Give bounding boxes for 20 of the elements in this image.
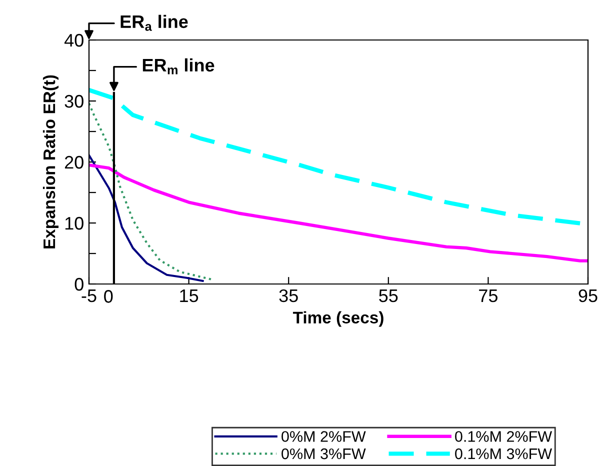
y-tick-label: 20: [64, 156, 84, 169]
y-tick-label: 0: [74, 278, 84, 291]
ref-line-label: 0: [104, 290, 113, 303]
legend-label: 0%M 3%FW: [282, 448, 366, 460]
text: ER$_{a}$ line: [120, 14, 188, 31]
x-tick-label: 15: [180, 290, 198, 302]
legend-label: 0.1%M 3%FW: [455, 448, 552, 460]
x-tick-label: -5: [82, 290, 96, 302]
x-tick-label: 55: [379, 290, 398, 302]
x-tick-label: 75: [479, 290, 498, 302]
y-tick-label: 10: [65, 216, 84, 230]
x-axis-title: Time (secs): [292, 311, 384, 327]
x-tick-label: 95: [578, 289, 598, 302]
legend-label: 0.1%M 2%FW: [455, 431, 552, 442]
x-tick-label: 35: [279, 289, 298, 302]
annotation: ER$_{m}$ line: [142, 58, 214, 74]
y-tick-label: 30: [64, 94, 84, 108]
y-axis-title: Expansion Ratio ER(t): [42, 75, 58, 248]
legend-label: 0%M 2%FW: [282, 431, 366, 442]
y-tick-label: 40: [64, 34, 84, 47]
